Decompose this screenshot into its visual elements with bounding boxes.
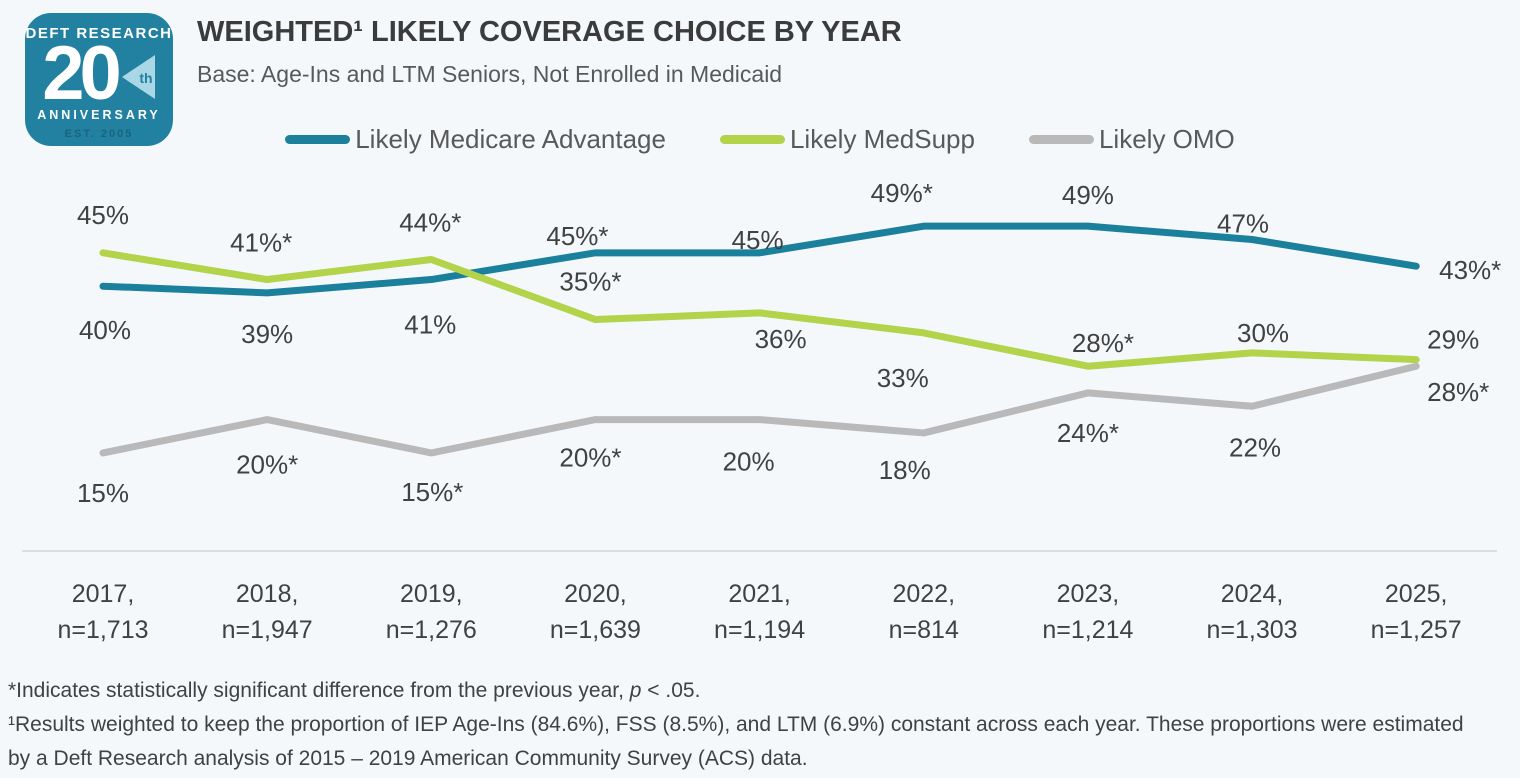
data-label: 39% xyxy=(241,319,293,349)
data-label: 40% xyxy=(79,315,131,345)
legend-swatch-omo-icon xyxy=(1028,135,1094,144)
data-label: 30% xyxy=(1237,318,1289,348)
data-label: 43%* xyxy=(1439,255,1501,285)
x-axis-label: 2025, n=1,257 xyxy=(1331,576,1501,648)
x-axis: 2017, n=1,713 2018, n=1,947 2019, n=1,276 2020… xyxy=(0,576,1520,656)
x-axis-year: 2021, xyxy=(728,580,791,608)
x-axis-year: 2025, xyxy=(1384,580,1448,608)
data-label: 29% xyxy=(1427,325,1479,355)
x-axis-year: 2023, xyxy=(1056,580,1120,608)
x-axis-sample-size: n=1,713 xyxy=(57,616,149,644)
data-label: 41%* xyxy=(230,228,292,258)
x-axis-label: 2020, n=1,639 xyxy=(510,576,680,648)
chart-title: WEIGHTED¹ LIKELY COVERAGE CHOICE BY YEAR xyxy=(197,16,902,48)
legend-label-omo: Likely OMO xyxy=(1098,124,1235,154)
legend-swatch-medsupp-icon xyxy=(719,135,785,144)
series-line-0 xyxy=(99,222,1420,297)
chart-subtitle: Base: Age-Ins and LTM Seniors, Not Enrol… xyxy=(197,61,783,87)
data-label: 28%* xyxy=(1072,328,1134,358)
x-axis-sample-size: n=1,303 xyxy=(1206,616,1298,644)
data-label: 41% xyxy=(404,310,456,340)
x-axis-year: 2019, xyxy=(400,580,463,608)
data-label: 20%* xyxy=(236,450,298,480)
data-label: 18% xyxy=(879,455,931,485)
weighting-footnote-line-2: by a Deft Research analysis of 2015 – 20… xyxy=(8,747,808,770)
x-axis-year: 2024, xyxy=(1220,580,1284,608)
x-axis-sample-size: n=1,639 xyxy=(549,616,641,644)
legend-label-medsupp: Likely MedSupp xyxy=(789,124,975,154)
data-label: 44%* xyxy=(399,208,461,238)
legend-item-medicare-advantage: Likely Medicare Advantage xyxy=(285,124,666,155)
deft-research-logo: DEFT RESEARCH 20 th ANNIVERSARY EST. 200… xyxy=(25,13,173,146)
x-axis-label: 2017, n=1,713 xyxy=(18,576,188,648)
line-chart-plot-area: 40% 39% 41% 45%* 45% 49%* 49% 47% 43%* 45% 41%* 44%… xyxy=(22,178,1501,552)
x-axis-label: 2024, n=1,303 xyxy=(1167,576,1337,648)
x-axis-sample-size: n=1,194 xyxy=(714,616,806,644)
data-label: 47% xyxy=(1217,209,1269,239)
legend-item-medsupp: Likely MedSupp xyxy=(719,124,975,155)
legend-item-omo: Likely OMO xyxy=(1028,124,1235,155)
logo-anniversary-text: ANNIVERSARY xyxy=(37,108,161,122)
x-axis-sample-size: n=1,257 xyxy=(1370,616,1462,644)
x-axis-sample-size: n=814 xyxy=(888,616,959,644)
legend-label-medicare-advantage: Likely Medicare Advantage xyxy=(355,124,666,154)
data-label: 15% xyxy=(77,478,129,508)
weighting-footnote-line-1: ¹Results weighted to keep the proportion… xyxy=(8,713,1464,736)
logo-th-suffix: th xyxy=(139,70,152,86)
x-axis-sample-size: n=1,214 xyxy=(1042,616,1134,644)
x-axis-label: 2022, n=814 xyxy=(839,576,1009,648)
data-label: 20%* xyxy=(559,443,621,473)
x-axis-year: 2017, xyxy=(71,580,135,608)
data-label: 49%* xyxy=(871,178,933,208)
logo-established-text: EST. 2005 xyxy=(64,128,134,140)
x-axis-year: 2020, xyxy=(564,580,627,608)
data-label: 36% xyxy=(755,324,807,354)
x-axis-label: 2018, n=1,947 xyxy=(182,576,352,648)
logo-company-name: DEFT RESEARCH xyxy=(25,25,173,42)
significance-footnote-p: p xyxy=(629,679,642,702)
series-line-2 xyxy=(99,362,1420,457)
significance-footnote: *Indicates statistically significant dif… xyxy=(8,674,1520,708)
footnotes: *Indicates statistically significant dif… xyxy=(8,674,1520,776)
data-label: 49% xyxy=(1062,180,1114,210)
logo-triangle-icon: th xyxy=(121,55,155,99)
data-label: 15%* xyxy=(401,477,463,507)
data-label: 33% xyxy=(877,363,929,393)
x-axis-year: 2022, xyxy=(892,580,956,608)
data-label: 45% xyxy=(732,225,784,255)
series-line-1 xyxy=(99,249,1420,370)
significance-footnote-text: *Indicates statistically significant dif… xyxy=(8,679,630,702)
x-axis-label: 2023, n=1,214 xyxy=(1003,576,1173,648)
data-label: 20% xyxy=(723,447,775,477)
logo-number-20: 20 xyxy=(42,31,122,116)
data-label: 35%* xyxy=(559,267,621,297)
data-label: 45%* xyxy=(546,221,608,251)
chart-legend: Likely Medicare Advantage Likely MedSupp… xyxy=(0,124,1520,155)
data-label: 24%* xyxy=(1057,418,1119,448)
x-axis-label: 2019, n=1,276 xyxy=(346,576,516,648)
x-axis-sample-size: n=1,947 xyxy=(221,616,313,644)
x-axis-sample-size: n=1,276 xyxy=(385,616,477,644)
data-label: 22% xyxy=(1229,432,1281,462)
legend-swatch-medicare-advantage-icon xyxy=(285,135,351,144)
data-label: 28%* xyxy=(1427,377,1489,407)
significance-footnote-tail: < .05. xyxy=(641,679,701,702)
x-axis-year: 2018, xyxy=(235,580,299,608)
logo-20th-mark: 20 th xyxy=(42,31,156,116)
x-axis-label: 2021, n=1,194 xyxy=(675,576,845,648)
data-label: 45% xyxy=(77,200,129,230)
